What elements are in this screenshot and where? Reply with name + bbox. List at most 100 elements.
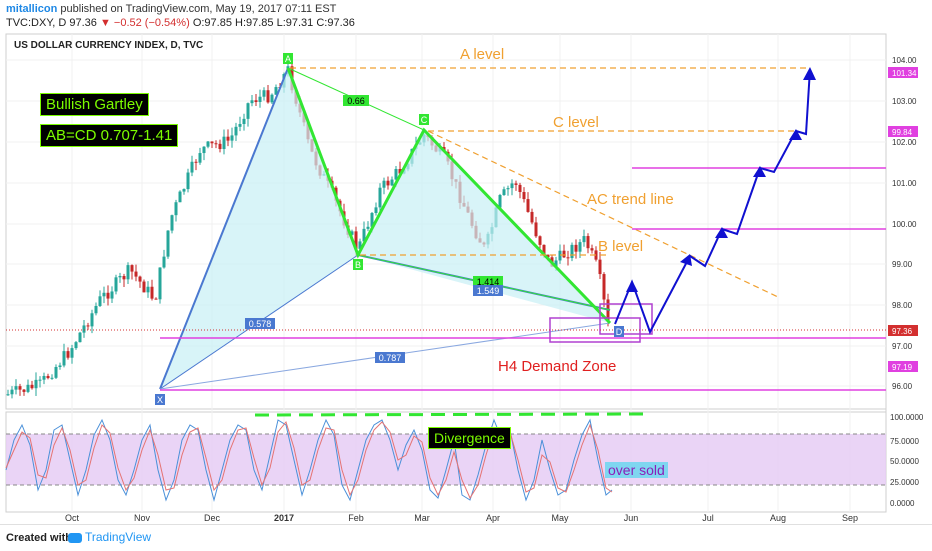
projection-arrowheads <box>626 67 816 292</box>
candle-body <box>398 168 402 174</box>
ratio-066: 0.66 <box>347 96 365 106</box>
point-x-label: X <box>157 395 163 405</box>
c-level-label: C level <box>553 114 599 131</box>
point-a-bg[interactable] <box>283 53 293 64</box>
candle-body <box>262 90 266 97</box>
candle-body <box>134 271 138 277</box>
point-c-bg[interactable] <box>419 114 429 125</box>
candle-body <box>602 274 606 300</box>
symbol: TVC:DXY, D <box>6 17 67 29</box>
candle-body <box>530 211 534 223</box>
candle-body <box>54 366 58 378</box>
price-tags: 101.34 99.84 97.36 97.19 <box>888 67 918 372</box>
divergence-label[interactable]: Divergence <box>428 427 511 449</box>
candle-body <box>118 276 122 278</box>
point-b-bg[interactable] <box>353 259 363 270</box>
candle-body <box>62 351 66 366</box>
price-tag-101: 101.34 <box>892 69 917 78</box>
point-b-label: B <box>355 260 361 270</box>
osc-tick: 100.0000 <box>890 413 924 422</box>
candle-body <box>154 298 158 300</box>
ohlc-values: O:97.85 H:97.85 L:97.31 C:97.36 <box>192 17 355 29</box>
abcd-ratio-box[interactable]: AB=CD 0.707-1.41 <box>40 124 179 147</box>
candle-body <box>562 250 566 258</box>
ratio-1549: 1.549 <box>477 286 500 296</box>
ratio-labels: 0.66 0.578 0.787 1.414 1.549 <box>245 95 503 363</box>
candle-body <box>534 222 538 237</box>
osc-tick: 75.0000 <box>890 437 919 446</box>
projection-path <box>614 68 811 335</box>
candle-body <box>538 236 542 245</box>
candle-body <box>30 384 34 389</box>
oversold-label[interactable]: over sold <box>605 462 668 478</box>
time-tick: Mar <box>414 513 430 523</box>
candle-body <box>218 143 222 150</box>
point-a-label: A <box>285 54 291 64</box>
candle-body <box>526 199 530 212</box>
candle-body <box>82 325 86 333</box>
stoch-k-line <box>5 418 613 502</box>
candle-body <box>70 348 74 358</box>
candle-body <box>194 161 198 163</box>
candle-body <box>226 136 230 141</box>
osc-tick: 0.0000 <box>890 499 915 508</box>
bcd-triangle <box>358 130 610 323</box>
symbol-line: TVC:DXY, D 97.36 ▼ −0.52 (−0.54%) O:97.8… <box>6 17 355 29</box>
tradingview-logo-icon <box>68 532 82 543</box>
point-d-bg[interactable] <box>614 326 624 337</box>
candle-body <box>6 394 10 396</box>
candle-body <box>42 375 46 380</box>
candle-body <box>74 342 78 349</box>
price-tick: 103.00 <box>892 97 917 106</box>
price-tag-9984: 99.84 <box>892 128 913 137</box>
candle-body <box>214 143 218 145</box>
candle-body <box>178 191 182 203</box>
candle-body <box>378 187 382 208</box>
candle-body <box>370 213 374 227</box>
candle-body <box>46 375 50 379</box>
candle-body <box>18 386 22 390</box>
pattern-name-box[interactable]: Bullish Gartley <box>40 93 149 116</box>
candle-body <box>522 192 526 200</box>
candle-body <box>566 257 570 259</box>
candle-body <box>598 259 602 275</box>
point-x-bg[interactable] <box>155 394 165 405</box>
candle-body <box>50 377 54 379</box>
point-labels: A B C D X <box>155 53 624 405</box>
candle-body <box>510 183 514 189</box>
tradingview-brand[interactable]: TradingView <box>68 530 151 544</box>
time-tick: 2017 <box>274 513 294 523</box>
candle-body <box>166 230 170 257</box>
candle-body <box>358 241 362 249</box>
candle-body <box>554 260 558 267</box>
last-price: 97.36 <box>69 17 97 29</box>
candle-body <box>130 265 134 272</box>
candle-body <box>202 146 206 154</box>
time-tick: Feb <box>348 513 364 523</box>
candle-body <box>270 94 274 103</box>
price-tick: 99.00 <box>892 260 913 269</box>
publish-line: mitallicon published on TradingView.com,… <box>6 3 336 15</box>
demand-zone-box[interactable] <box>549 317 641 343</box>
candle-body <box>382 180 386 188</box>
candle-body <box>498 195 502 208</box>
username[interactable]: mitallicon <box>6 3 58 15</box>
price-tick: 97.00 <box>892 342 913 351</box>
candle-body <box>26 384 30 392</box>
oscillator-axis: 100.0000 75.0000 50.0000 25.0000 0.0000 <box>890 413 924 508</box>
time-tick: Oct <box>65 513 80 523</box>
candle-body <box>170 215 174 231</box>
candle-body <box>574 244 578 252</box>
price-tick: 96.00 <box>892 382 913 391</box>
point-c-label: C <box>421 115 428 125</box>
candle-body <box>274 87 278 95</box>
price-change: ▼ −0.52 (−0.54%) <box>99 17 190 29</box>
candle-body <box>246 103 250 119</box>
ratio-0787: 0.787 <box>379 353 402 363</box>
chart-title: US DOLLAR CURRENCY INDEX, D, TVC <box>14 40 204 51</box>
demand-zone-label: H4 Demand Zone <box>498 358 617 375</box>
candle-body <box>514 183 518 185</box>
footer: Created with TradingView <box>0 524 932 551</box>
target-box[interactable] <box>599 303 653 335</box>
